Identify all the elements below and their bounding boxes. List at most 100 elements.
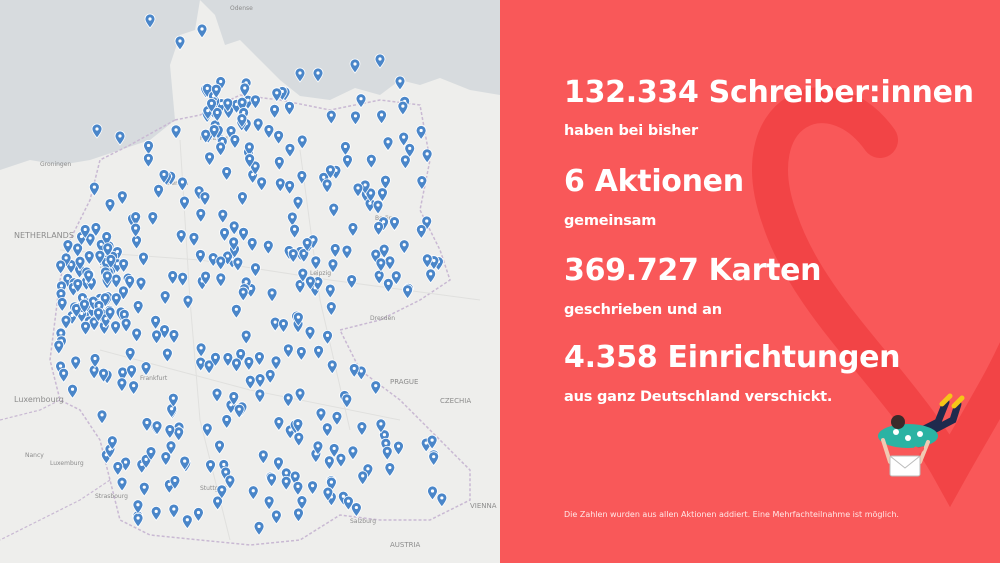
location-pin[interactable] bbox=[83, 269, 95, 285]
location-pin[interactable] bbox=[210, 83, 222, 99]
location-pin[interactable] bbox=[394, 75, 406, 91]
location-pin[interactable] bbox=[343, 495, 354, 511]
location-pin[interactable] bbox=[208, 124, 220, 140]
location-pin[interactable] bbox=[105, 254, 117, 270]
location-pin[interactable] bbox=[167, 270, 179, 286]
location-pin[interactable] bbox=[132, 499, 144, 515]
location-pin[interactable] bbox=[141, 417, 153, 433]
location-pin[interactable] bbox=[193, 507, 204, 523]
location-pin[interactable] bbox=[298, 248, 310, 264]
location-pin[interactable] bbox=[256, 176, 268, 192]
location-pin[interactable] bbox=[164, 424, 176, 440]
location-pin[interactable] bbox=[269, 104, 280, 119]
location-pin[interactable] bbox=[292, 480, 304, 496]
location-pin[interactable] bbox=[170, 124, 182, 140]
location-pin[interactable] bbox=[326, 359, 338, 375]
location-pin[interactable] bbox=[200, 128, 212, 144]
location-pin[interactable] bbox=[328, 443, 340, 459]
location-pin[interactable] bbox=[312, 440, 324, 456]
location-pin[interactable] bbox=[91, 123, 103, 139]
location-pin[interactable] bbox=[153, 184, 164, 200]
location-pin[interactable] bbox=[150, 315, 162, 330]
location-pin[interactable] bbox=[131, 327, 143, 343]
location-pin[interactable] bbox=[244, 153, 256, 169]
location-pin[interactable] bbox=[102, 242, 114, 258]
location-pin[interactable] bbox=[313, 344, 324, 360]
location-pin[interactable] bbox=[270, 509, 282, 525]
location-pin[interactable] bbox=[365, 153, 377, 169]
location-pin[interactable] bbox=[304, 325, 316, 341]
location-pin[interactable] bbox=[222, 97, 234, 113]
location-pin[interactable] bbox=[292, 195, 304, 211]
location-pin[interactable] bbox=[328, 202, 340, 218]
location-pin[interactable] bbox=[389, 216, 400, 232]
location-pin[interactable] bbox=[280, 475, 292, 491]
location-pin[interactable] bbox=[238, 226, 249, 242]
location-pin[interactable] bbox=[110, 292, 122, 308]
location-pin[interactable] bbox=[144, 13, 156, 29]
location-pin[interactable] bbox=[347, 222, 359, 238]
location-pin[interactable] bbox=[62, 239, 74, 255]
location-pin[interactable] bbox=[175, 229, 187, 245]
location-pin[interactable] bbox=[289, 223, 300, 239]
location-pin[interactable] bbox=[321, 178, 333, 194]
location-pin[interactable] bbox=[179, 455, 191, 471]
location-pin[interactable] bbox=[341, 244, 353, 260]
location-pin[interactable] bbox=[296, 134, 308, 150]
location-pin[interactable] bbox=[203, 359, 215, 375]
location-pin[interactable] bbox=[236, 113, 248, 129]
location-pin[interactable] bbox=[98, 367, 109, 383]
location-pin[interactable] bbox=[247, 485, 259, 501]
location-pin[interactable] bbox=[273, 416, 285, 432]
location-pin[interactable] bbox=[382, 278, 394, 294]
location-pin[interactable] bbox=[228, 236, 240, 252]
location-pin[interactable] bbox=[230, 303, 242, 319]
location-pin[interactable] bbox=[341, 393, 353, 409]
location-pin[interactable] bbox=[325, 109, 337, 125]
location-pin[interactable] bbox=[426, 434, 438, 450]
location-pin[interactable] bbox=[233, 403, 245, 419]
location-pin[interactable] bbox=[161, 347, 173, 363]
location-pin[interactable] bbox=[194, 249, 206, 265]
location-pin[interactable] bbox=[355, 93, 367, 109]
location-pin[interactable] bbox=[53, 339, 65, 355]
location-pin[interactable] bbox=[294, 67, 306, 83]
location-pin[interactable] bbox=[200, 270, 212, 286]
location-pin[interactable] bbox=[357, 470, 369, 486]
location-pin[interactable] bbox=[293, 507, 304, 523]
location-pin[interactable] bbox=[240, 329, 252, 345]
location-pin[interactable] bbox=[135, 276, 147, 292]
location-pin[interactable] bbox=[315, 407, 327, 423]
location-pin[interactable] bbox=[398, 131, 410, 147]
location-pin[interactable] bbox=[246, 237, 258, 253]
location-pin[interactable] bbox=[390, 270, 402, 286]
location-pin[interactable] bbox=[342, 154, 353, 170]
location-pin[interactable] bbox=[151, 420, 163, 436]
location-pin[interactable] bbox=[292, 311, 304, 327]
location-pin[interactable] bbox=[88, 181, 100, 197]
location-pin[interactable] bbox=[232, 256, 244, 272]
location-pin[interactable] bbox=[104, 306, 116, 322]
location-pin[interactable] bbox=[114, 130, 126, 146]
location-pin[interactable] bbox=[101, 231, 113, 247]
location-pin[interactable] bbox=[126, 364, 137, 380]
location-pin[interactable] bbox=[322, 486, 334, 502]
location-pin[interactable] bbox=[375, 257, 387, 273]
location-pin[interactable] bbox=[132, 512, 144, 528]
location-pin[interactable] bbox=[286, 211, 298, 227]
location-pin[interactable] bbox=[329, 243, 341, 259]
location-pin[interactable] bbox=[174, 35, 186, 51]
location-pin[interactable] bbox=[257, 449, 269, 465]
location-pin[interactable] bbox=[177, 176, 188, 192]
location-pin[interactable] bbox=[287, 248, 299, 264]
location-pin[interactable] bbox=[211, 107, 223, 123]
location-pin[interactable] bbox=[304, 275, 316, 291]
location-pin[interactable] bbox=[96, 409, 108, 425]
location-pin[interactable] bbox=[173, 426, 185, 442]
location-pin[interactable] bbox=[116, 190, 128, 206]
location-pin[interactable] bbox=[323, 455, 335, 471]
location-pin[interactable] bbox=[404, 143, 416, 158]
location-pin[interactable] bbox=[282, 343, 294, 359]
location-pin[interactable] bbox=[221, 166, 233, 182]
location-pin[interactable] bbox=[74, 255, 86, 271]
